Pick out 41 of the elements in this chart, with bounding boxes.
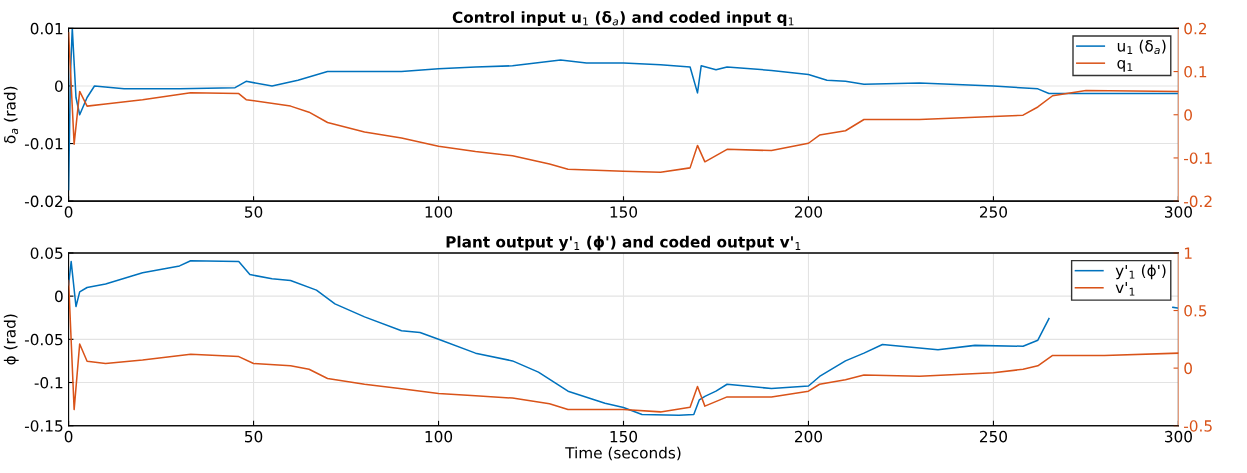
y2-tick-label: -0.5 [1184,420,1212,432]
chart-title: Control input u$_{1}$ (δ$_{a}$) and coded input q$_{1}$ [452,11,794,26]
y2-tick-label: 0 [1184,362,1192,375]
y-tick-label: 0.01 [30,22,63,35]
legend-label: u$_{1}$ (δ$_{a}$) [1117,39,1166,55]
y2-tick-label: -0.2 [1184,195,1212,208]
y-tick-label: -0.1 [34,376,63,389]
y2-tick-label: 0.5 [1184,305,1207,317]
x-tick-label: 250 [979,430,1008,443]
y-tick-label: 0 [55,80,63,92]
x-tick-label: 100 [425,206,453,218]
legend-label: v'$_{1}$ [1115,281,1135,296]
legend-label: y'$_{1}$ (ϕ') [1115,264,1166,280]
x-tick-label: 100 [425,430,453,443]
y2-tick-label: -0.1 [1184,152,1212,164]
y-tick-label: 0 [55,290,63,303]
x-tick-label: 150 [610,206,638,218]
x-tick-label: 50 [245,430,263,443]
x-tick-label: 250 [979,206,1008,218]
y-axis-title: ϕ (rad) [3,314,19,365]
y-tick-label: -0.02 [24,195,63,208]
y2-tick-label: 0 [1184,109,1192,121]
x-tick-label: 150 [610,430,638,443]
y-tick-label: -0.15 [24,420,63,432]
x-axis-title: Time (seconds) [565,446,681,461]
y-tick-label: 0.05 [30,247,63,259]
x-tick-label: 50 [245,206,263,218]
y-axis-title: δ$_{a}$ (rad) [3,86,19,144]
y2-tick-label: 1 [1184,247,1192,259]
x-tick-label: 200 [795,206,823,218]
y-tick-label: -0.01 [24,138,63,150]
x-tick-label: 300 [1165,206,1192,218]
x-tick-label: 300 [1165,430,1192,443]
y-tick-label: -0.05 [24,333,63,346]
x-tick-label: 0 [64,430,73,443]
chart-title: Plant output y'$_{1}$ (ϕ') and coded output v'$_{1}$ [446,235,801,251]
legend-label: q$_{1}$ [1117,59,1133,72]
y2-tick-label: 0.1 [1184,66,1207,78]
x-tick-label: 0 [64,206,73,218]
y2-tick-label: 0.2 [1184,22,1207,35]
x-tick-label: 200 [795,430,823,443]
